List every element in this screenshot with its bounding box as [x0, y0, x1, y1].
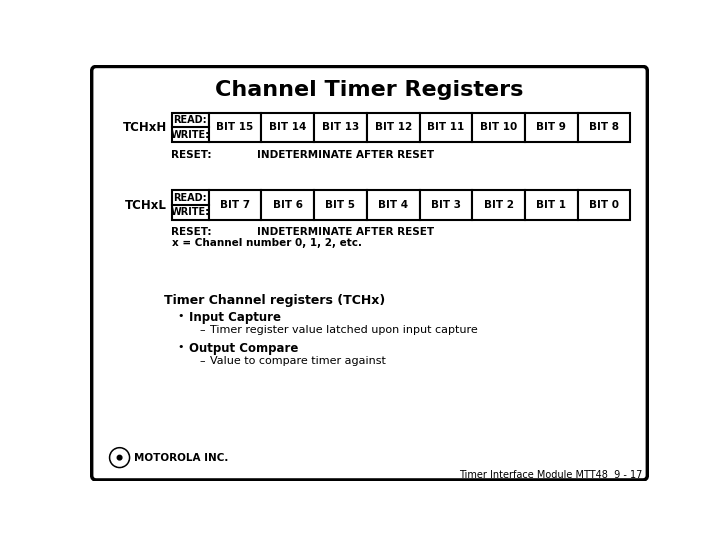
Bar — [367, 190, 420, 220]
Text: BIT 3: BIT 3 — [431, 200, 461, 210]
Bar — [314, 190, 367, 220]
Text: READ:: READ: — [173, 115, 207, 125]
Text: BIT 13: BIT 13 — [322, 122, 359, 133]
Text: TCHxH: TCHxH — [123, 121, 167, 134]
Bar — [208, 113, 262, 142]
Text: READ:: READ: — [173, 193, 207, 203]
Circle shape — [110, 447, 130, 467]
Bar — [367, 113, 420, 142]
Text: BIT 14: BIT 14 — [269, 122, 306, 133]
Bar — [578, 190, 630, 220]
Bar — [525, 190, 578, 220]
Text: RESET:: RESET: — [172, 150, 212, 160]
Bar — [172, 113, 208, 142]
Text: WRITE:: WRITE: — [171, 130, 210, 140]
Text: BIT 5: BIT 5 — [325, 200, 355, 210]
Text: BIT 15: BIT 15 — [216, 122, 254, 133]
Text: –: – — [200, 356, 205, 366]
Text: Output Compare: Output Compare — [189, 342, 298, 355]
Text: BIT 12: BIT 12 — [374, 122, 412, 133]
Bar — [208, 190, 262, 220]
Text: RESET:: RESET: — [172, 227, 212, 237]
Text: BIT 6: BIT 6 — [273, 200, 303, 210]
Text: INDETERMINATE AFTER RESET: INDETERMINATE AFTER RESET — [257, 150, 434, 160]
Text: BIT 1: BIT 1 — [536, 200, 566, 210]
Text: BIT 9: BIT 9 — [536, 122, 566, 133]
Bar — [262, 190, 314, 220]
Text: BIT 10: BIT 10 — [480, 122, 517, 133]
Bar — [262, 113, 314, 142]
Text: BIT 11: BIT 11 — [428, 122, 464, 133]
Text: •: • — [177, 311, 184, 321]
Bar — [578, 113, 630, 142]
Bar — [472, 190, 525, 220]
FancyBboxPatch shape — [92, 67, 647, 480]
Bar — [314, 113, 367, 142]
Text: Input Capture: Input Capture — [189, 311, 280, 324]
Text: •: • — [177, 342, 184, 352]
Bar — [420, 190, 472, 220]
Text: BIT 2: BIT 2 — [484, 200, 513, 210]
Text: Timer Channel registers (TCHx): Timer Channel registers (TCHx) — [164, 294, 385, 307]
Bar — [525, 113, 578, 142]
Text: BIT 4: BIT 4 — [378, 200, 408, 210]
Text: –: – — [200, 325, 205, 335]
Text: MOTOROLA INC.: MOTOROLA INC. — [134, 453, 229, 463]
Text: WRITE:: WRITE: — [171, 207, 210, 217]
Text: BIT 0: BIT 0 — [589, 200, 619, 210]
Text: Value to compare timer against: Value to compare timer against — [211, 356, 386, 366]
Circle shape — [111, 449, 128, 466]
Text: Timer register value latched upon input capture: Timer register value latched upon input … — [211, 325, 478, 335]
Bar — [472, 113, 525, 142]
Text: INDETERMINATE AFTER RESET: INDETERMINATE AFTER RESET — [257, 227, 434, 237]
Text: BIT 7: BIT 7 — [220, 200, 250, 210]
Text: BIT 8: BIT 8 — [589, 122, 619, 133]
Bar — [420, 113, 472, 142]
Text: Timer Interface Module MTT48  9 - 17: Timer Interface Module MTT48 9 - 17 — [459, 470, 642, 479]
Text: TCHxL: TCHxL — [125, 199, 167, 212]
Text: Channel Timer Registers: Channel Timer Registers — [215, 80, 523, 100]
Circle shape — [118, 456, 122, 460]
Bar — [172, 190, 208, 220]
Text: x = Channel number 0, 1, 2, etc.: x = Channel number 0, 1, 2, etc. — [172, 238, 361, 248]
